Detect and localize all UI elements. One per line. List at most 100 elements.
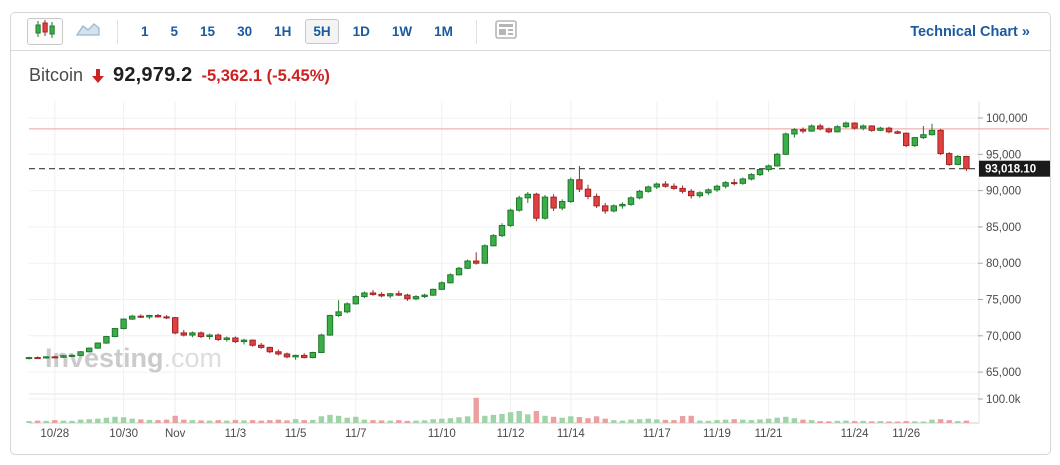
technical-chart-link[interactable]: Technical Chart » xyxy=(910,24,1036,40)
y-axis-label: 65,000 xyxy=(986,367,1021,379)
candlestick-chart[interactable]: Investing.com 100,000 95,000 90,000 85,000 80… xyxy=(11,13,1050,454)
candlestick-type-button[interactable] xyxy=(27,18,63,45)
x-axis-date-label: 11/7 xyxy=(345,428,367,440)
volume-bar xyxy=(26,421,32,423)
volume-bar xyxy=(722,419,729,423)
price-down-arrow-icon xyxy=(92,69,105,88)
candle-body xyxy=(782,133,789,155)
volume-bar xyxy=(138,419,144,423)
candle-body xyxy=(498,224,506,237)
candle-body xyxy=(283,353,291,358)
x-axis-date-label: 11/3 xyxy=(225,428,247,440)
candle-body xyxy=(34,357,41,360)
volume-bar xyxy=(525,414,531,423)
candle-body xyxy=(60,355,67,358)
candle-body xyxy=(567,179,574,202)
candle-body xyxy=(137,315,144,318)
candle-body xyxy=(326,314,334,336)
candle-body xyxy=(834,126,841,133)
candle-body xyxy=(507,209,514,226)
candle-body xyxy=(146,314,153,318)
volume-bar xyxy=(189,420,196,423)
y-axis-label: 100,000 xyxy=(986,113,1028,125)
volume-bar xyxy=(129,418,135,423)
volume-bar xyxy=(344,417,350,423)
volume-bar xyxy=(224,420,230,423)
candle-body xyxy=(610,205,617,212)
volume-bar xyxy=(585,418,591,423)
volume-bar xyxy=(800,419,806,423)
volume-bar xyxy=(34,420,41,423)
volume-bar xyxy=(731,419,737,423)
volume-bar xyxy=(430,419,436,423)
candle-body xyxy=(808,125,815,132)
volume-bar xyxy=(473,397,479,423)
volume-bar xyxy=(284,420,290,423)
volume-bar xyxy=(335,415,342,423)
candle-body xyxy=(722,182,729,187)
candle-body xyxy=(369,292,377,295)
volume-bar xyxy=(155,420,161,423)
timeframe-15[interactable]: 15 xyxy=(200,24,216,39)
instrument-name: Bitcoin xyxy=(29,65,84,85)
candle-body xyxy=(258,344,265,348)
volume-bar xyxy=(507,412,514,423)
candle-body xyxy=(189,332,196,336)
volume-bar xyxy=(447,418,454,423)
candle-body xyxy=(172,317,179,334)
x-axis-date-label: 11/21 xyxy=(755,428,783,440)
candle-body xyxy=(516,197,523,211)
timeframe-1d[interactable]: 1D xyxy=(352,24,370,39)
volume-bar xyxy=(826,421,832,423)
volume-bar xyxy=(370,420,376,423)
y-axis-label: 70,000 xyxy=(986,331,1021,343)
candle-body xyxy=(627,197,635,205)
candle-body xyxy=(318,334,325,353)
candle-body xyxy=(524,193,531,199)
volume-bar xyxy=(748,420,755,423)
candle-body xyxy=(292,354,299,358)
chart-toolbar: 1 5 15 30 1H 5H 1D 1W 1M Technical Chart… xyxy=(11,13,1050,51)
timeframe-1m[interactable]: 1M xyxy=(434,24,453,39)
volume-bar xyxy=(181,419,187,423)
volume-bar xyxy=(559,417,565,423)
volume-bar xyxy=(817,421,823,423)
timeframe-5[interactable]: 5 xyxy=(170,24,179,39)
timeframe-5h[interactable]: 5H xyxy=(305,19,339,44)
volume-bar xyxy=(482,415,488,423)
x-axis-date-label: 11/17 xyxy=(643,428,671,440)
timeframe-1[interactable]: 1 xyxy=(141,24,149,39)
candle-body xyxy=(713,185,721,191)
candle-body xyxy=(825,128,832,133)
news-view-button[interactable] xyxy=(489,18,523,45)
candle-body xyxy=(679,187,686,192)
candle-body xyxy=(937,129,944,155)
candle-body xyxy=(412,296,420,300)
volume-bar xyxy=(877,421,884,423)
last-price-badge-label: 93,018.10 xyxy=(985,164,1036,176)
volume-bar xyxy=(834,420,841,423)
volume-bar xyxy=(421,420,428,423)
candle-body xyxy=(748,174,755,180)
candle-body xyxy=(438,282,446,290)
x-axis-date-label: 11/12 xyxy=(497,428,525,440)
volume-bar xyxy=(542,415,548,423)
candle-body xyxy=(111,328,119,338)
candle-body xyxy=(197,332,205,338)
timeframe-30[interactable]: 30 xyxy=(237,24,253,39)
candle-body xyxy=(481,245,489,264)
candle-body xyxy=(129,315,136,320)
candle-body xyxy=(705,189,712,194)
volume-bar xyxy=(490,414,497,423)
volume-bar xyxy=(645,418,651,423)
volume-bar xyxy=(550,416,557,423)
candle-body xyxy=(25,357,33,360)
timeframe-1w[interactable]: 1W xyxy=(391,24,413,39)
volume-bar xyxy=(654,419,660,423)
candle-body xyxy=(928,129,936,136)
line-type-button[interactable] xyxy=(71,18,105,45)
candle-body xyxy=(51,356,58,359)
volume-bar xyxy=(611,420,617,423)
volume-bar xyxy=(499,413,505,423)
timeframe-1h[interactable]: 1H xyxy=(274,24,292,39)
